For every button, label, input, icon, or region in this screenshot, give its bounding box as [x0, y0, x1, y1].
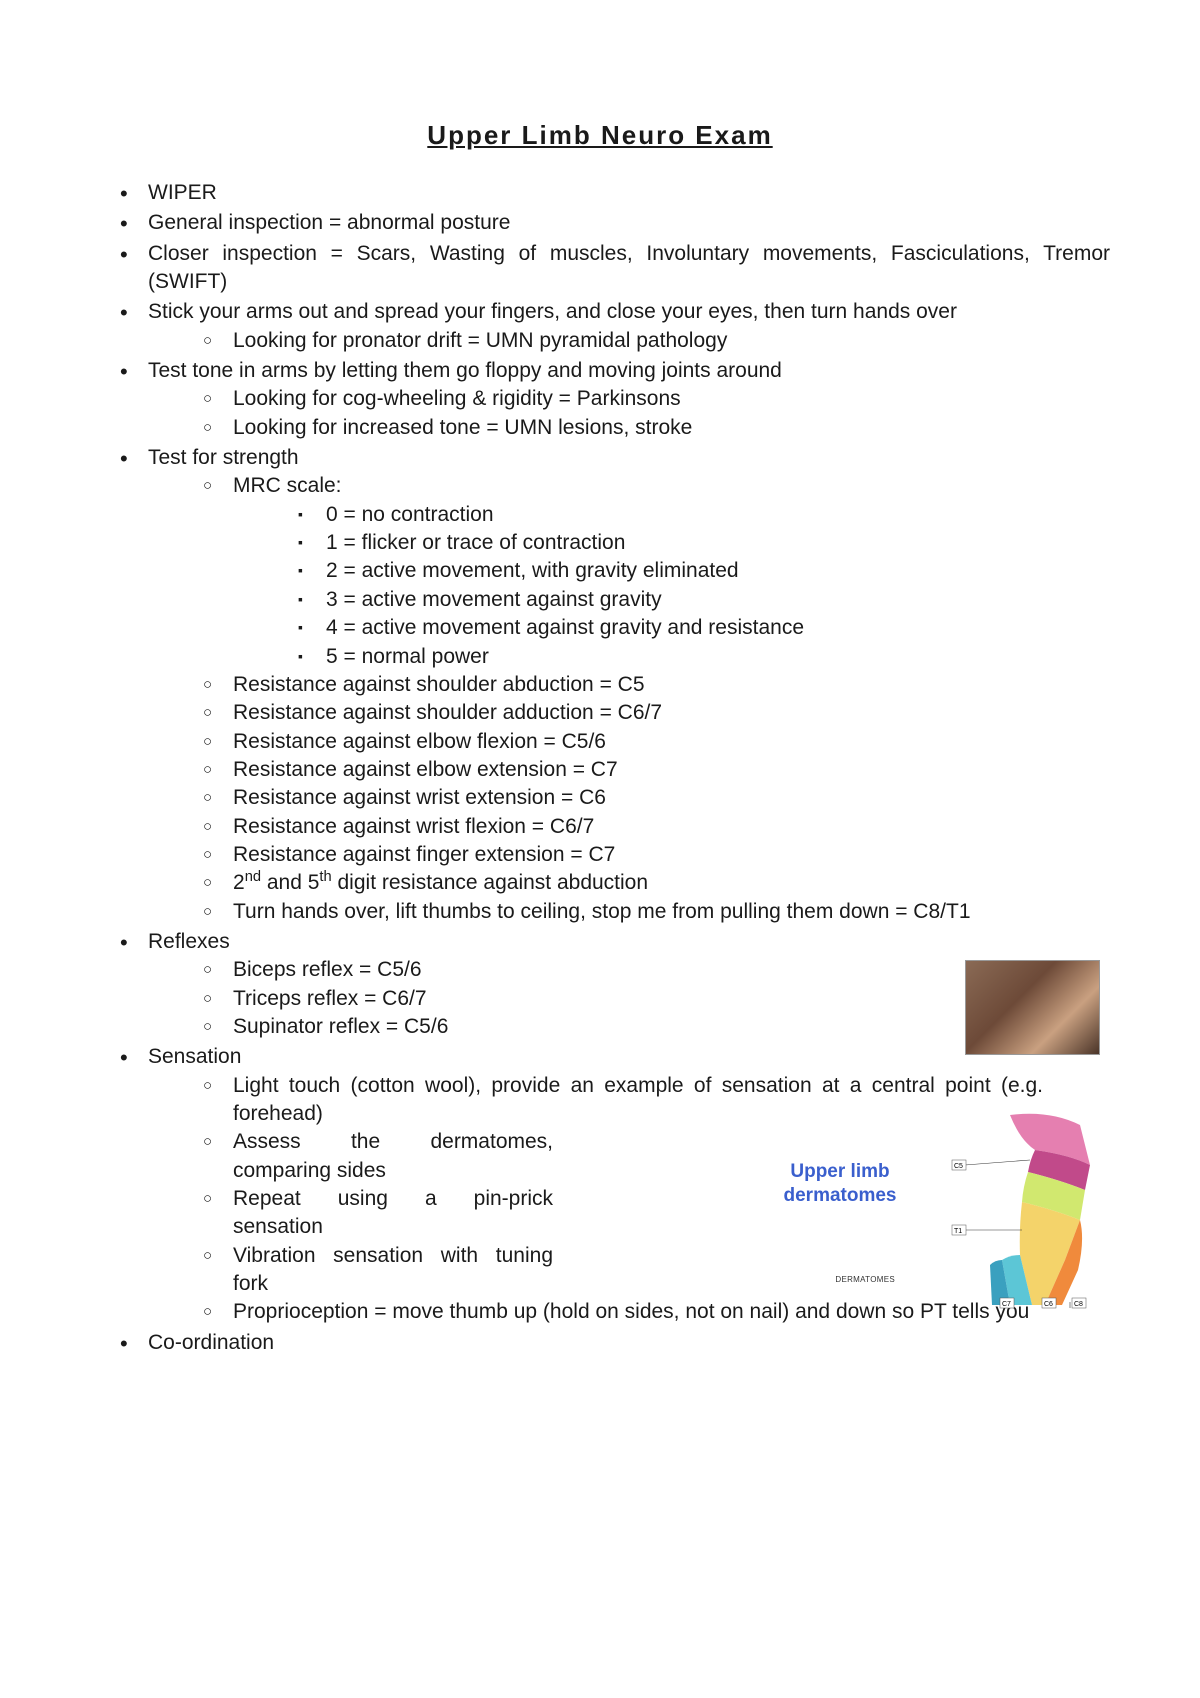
- sup-nd: nd: [245, 869, 261, 885]
- t: digit resistance against abduction: [332, 871, 648, 894]
- item-stick-arms: Stick your arms out and spread your fing…: [120, 298, 1110, 355]
- mrc-3: 3 = active movement against gravity: [298, 586, 1110, 614]
- item-pronator-drift: Looking for pronator drift = UMN pyramid…: [203, 327, 1110, 355]
- item-thumbs-ceiling: Turn hands over, lift thumbs to ceiling,…: [203, 898, 1110, 926]
- item-mrc-scale: MRC scale: 0 = no contraction 1 = flicke…: [203, 472, 1110, 670]
- t: Assess the dermatomes, comparing sides: [233, 1128, 553, 1185]
- t: and 5: [261, 871, 319, 894]
- item-elbow-flex: Resistance against elbow flexion = C5/6: [203, 728, 1110, 756]
- t: 2: [233, 871, 245, 894]
- mrc-4: 4 = active movement against gravity and …: [298, 614, 1110, 642]
- item-cogwheeling: Looking for cog-wheeling & rigidity = Pa…: [203, 385, 1110, 413]
- mrc-5: 5 = normal power: [298, 643, 1110, 671]
- item-text: Reflexes: [148, 930, 230, 953]
- mrc-1: 1 = flicker or trace of contraction: [298, 529, 1110, 557]
- item-text: Sensation: [148, 1045, 241, 1068]
- svg-text:C6: C6: [1044, 1301, 1053, 1308]
- mrc-0: 0 = no contraction: [298, 501, 1110, 529]
- item-test-tone: Test tone in arms by letting them go flo…: [120, 357, 1110, 442]
- item-general-inspection: General inspection = abnormal posture: [120, 209, 1110, 237]
- dermatomes-label: Upper limb dermatomes: [760, 1160, 920, 1208]
- item-text: Stick your arms out and spread your fing…: [148, 300, 957, 323]
- svg-text:C7: C7: [1002, 1301, 1011, 1308]
- mrc-2: 2 = active movement, with gravity elimin…: [298, 557, 1110, 585]
- t: Light touch (cotton wool), provide an ex…: [233, 1072, 1043, 1129]
- dermatomes-small-caption: DERMATOMES: [835, 1275, 895, 1284]
- item-text: MRC scale:: [233, 474, 342, 497]
- item-closer-inspection: Closer inspection = Scars, Wasting of mu…: [120, 240, 1110, 297]
- item-elbow-ext: Resistance against elbow extension = C7: [203, 756, 1110, 784]
- sup-th: th: [319, 869, 331, 885]
- item-digit-abd: 2nd and 5th digit resistance against abd…: [203, 869, 1110, 897]
- item-coordination: Co-ordination: [120, 1329, 1110, 1357]
- item-test-strength: Test for strength MRC scale: 0 = no cont…: [120, 444, 1110, 926]
- item-wiper: WIPER: [120, 179, 1110, 207]
- item-wrist-flex: Resistance against wrist flexion = C6/7: [203, 813, 1110, 841]
- item-text: Test for strength: [148, 446, 299, 469]
- svg-text:C8: C8: [1074, 1301, 1083, 1308]
- item-shoulder-add: Resistance against shoulder adduction = …: [203, 699, 1110, 727]
- item-increased-tone: Looking for increased tone = UMN lesions…: [203, 414, 1110, 442]
- svg-text:T1: T1: [954, 1228, 962, 1235]
- item-finger-ext: Resistance against finger extension = C7: [203, 841, 1110, 869]
- svg-text:C5: C5: [954, 1163, 963, 1170]
- item-shoulder-abd: Resistance against shoulder abduction = …: [203, 671, 1110, 699]
- t: Repeat using a pin-prick sensation: [233, 1185, 553, 1242]
- item-text: Test tone in arms by letting them go flo…: [148, 359, 782, 382]
- reflex-photo-image: [965, 960, 1100, 1055]
- t: Vibration sensation with tuning fork: [233, 1242, 553, 1299]
- item-wrist-ext: Resistance against wrist extension = C6: [203, 784, 1110, 812]
- item-reflexes: Reflexes Biceps reflex = C5/6 Triceps re…: [120, 928, 1110, 1041]
- page-title: Upper Limb Neuro Exam: [90, 120, 1110, 151]
- dermatomes-diagram-image: C5 T1 C7 C6 C8: [950, 1110, 1105, 1310]
